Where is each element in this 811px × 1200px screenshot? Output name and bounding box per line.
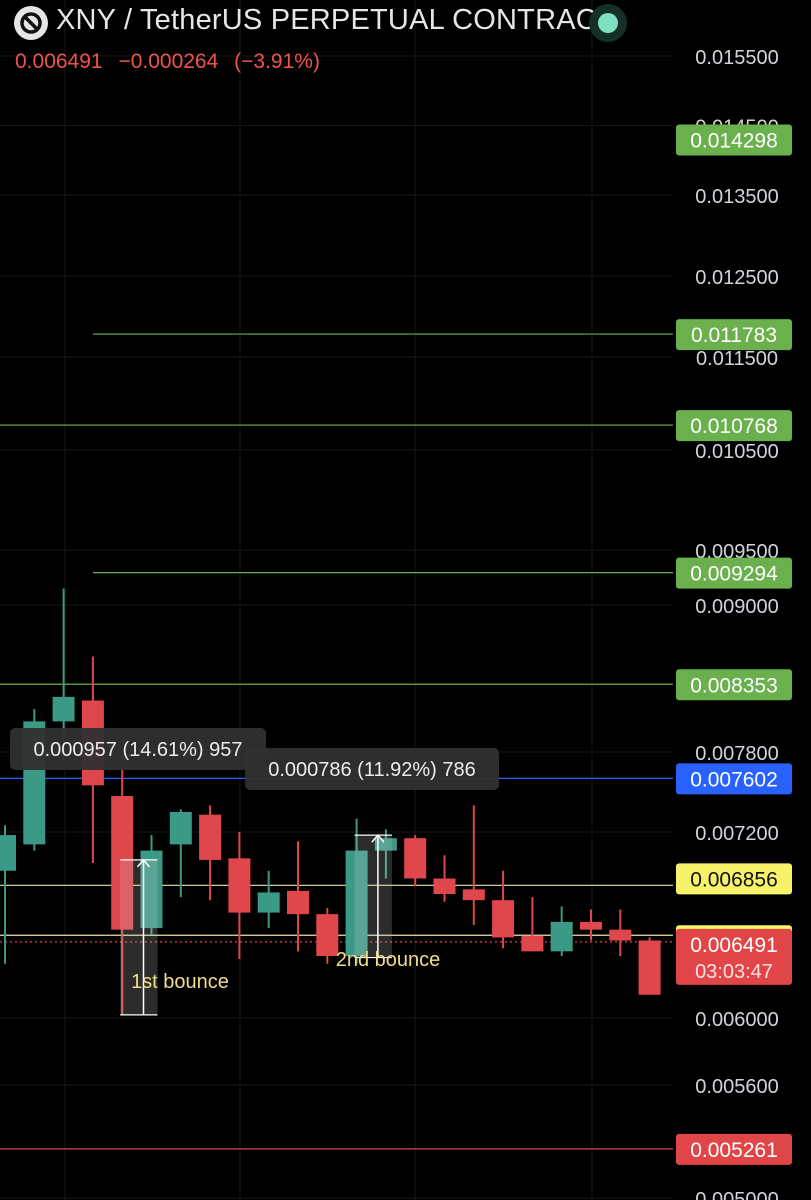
candle-body [404, 838, 427, 879]
price-tick-label: 0.011500 [696, 348, 778, 370]
measure-label: 0.000957 (14.61%) 957 [33, 739, 242, 761]
price-badge [676, 928, 792, 985]
candle-body [609, 929, 632, 941]
candle-body [580, 921, 602, 930]
price-tick-label: 0.007800 [695, 743, 778, 765]
chart-annotations: 1st bounce 2nd bounce [131, 949, 440, 993]
price-badge [676, 863, 792, 895]
candle-body [521, 935, 544, 952]
candle-body [345, 850, 368, 956]
price-tick-label: 0.007200 [695, 823, 778, 845]
price-axis-badges: 0.014298 0.011783 0.010768 0.009294 0.008353… [676, 124, 792, 1165]
candle-body [374, 838, 397, 851]
price-tick-label: 0.009000 [695, 596, 778, 618]
symbol-title[interactable]: XNY / TetherUS PERPETUAL CONTRACT [56, 4, 615, 36]
market-status-dot-icon[interactable] [589, 4, 627, 42]
price-badge-value: 0.011783 [691, 324, 777, 347]
price-badge-value: 0.007602 [690, 768, 778, 791]
price-range-measurements: 0.000957 (14.61%) 957 0.000786 (11.92%) 7… [10, 728, 499, 1016]
symbol-logo-icon [14, 6, 48, 40]
change-percent: (−3.91%) [234, 50, 320, 73]
candle-body [492, 900, 515, 938]
price-badge-value: 0.005261 [690, 1139, 778, 1162]
price-badge [676, 557, 792, 589]
price-badge [676, 410, 792, 442]
price-badge-value: 0.006856 [690, 868, 778, 891]
price-tick-label: 0.009500 [695, 541, 778, 563]
price-tick-label: 0.013500 [695, 186, 778, 208]
bounce-annotation: 1st bounce [131, 971, 229, 993]
price-badge [676, 124, 792, 156]
price-badge-value: 0.008353 [690, 674, 778, 697]
price-tick-label: 0.012500 [695, 267, 778, 289]
candle-body [228, 858, 251, 913]
price-change-readout: 0.006491 −0.000264 (−3.91%) [15, 50, 330, 74]
measure-range [354, 835, 392, 958]
candle-body [316, 914, 339, 956]
candle-body [638, 940, 661, 995]
measure-label-box [10, 728, 266, 770]
candle-body [199, 814, 222, 860]
change-absolute: −0.000264 [118, 50, 219, 73]
price-badge [676, 763, 792, 795]
candle-body [462, 889, 485, 901]
price-badge [676, 1133, 792, 1165]
price-badge-value: 0.009294 [690, 563, 778, 586]
bounce-annotation: 2nd bounce [336, 949, 441, 971]
price-tick-label: 0.015500 [695, 47, 778, 69]
price-tick-label: 0.010500 [695, 441, 778, 463]
candle-body [257, 892, 280, 913]
price-badge [676, 319, 792, 351]
candlestick-series [0, 588, 661, 1015]
candle-body [0, 835, 16, 871]
price-tick-label: 0.005600 [695, 1076, 778, 1098]
price-tick-label: 0.006000 [695, 1009, 778, 1031]
measure-label: 0.000786 (11.92%) 786 [268, 759, 476, 781]
price-axis[interactable]: 0.0155000.0145000.0135000.0125000.011500… [695, 47, 778, 1200]
last-price: 0.006491 [15, 50, 103, 73]
price-badge-value: 0.006491 [690, 934, 778, 957]
candle-body [140, 850, 163, 929]
measure-label-box [245, 748, 499, 790]
candle-body [52, 696, 75, 722]
candle-body [169, 812, 192, 845]
candle-countdown: 03:03:47 [695, 961, 773, 983]
price-badge [676, 669, 792, 701]
price-badge-value: 0.010768 [690, 415, 778, 438]
measure-range [120, 859, 158, 1015]
candle-body [287, 890, 309, 915]
chart-grid [0, 0, 673, 1200]
candle-body [550, 921, 573, 952]
candle-body [111, 796, 134, 930]
price-badge-value: 0.014298 [690, 130, 778, 153]
candle-body [433, 878, 456, 894]
price-tick-label: 0.005000 [695, 1189, 778, 1200]
